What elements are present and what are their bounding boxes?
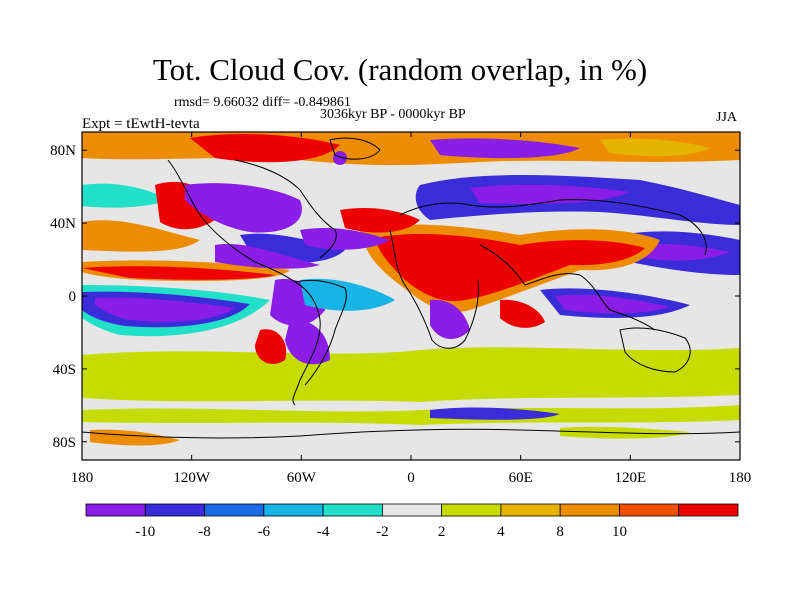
field-patch bbox=[430, 138, 580, 159]
colorbar-swatch bbox=[619, 503, 680, 517]
field-patch bbox=[82, 183, 170, 208]
period-line: 3036kyr BP - 0000kyr BP bbox=[320, 107, 466, 122]
colorbar-label: -6 bbox=[258, 524, 271, 540]
plot-title: Tot. Cloud Cov. (random overlap, in %) bbox=[152, 52, 648, 87]
colorbar-swatch bbox=[441, 503, 502, 517]
colorbar-swatch bbox=[204, 503, 265, 517]
colorbar-swatch bbox=[263, 503, 324, 517]
colorbar-label: 8 bbox=[556, 524, 564, 540]
field-patch bbox=[500, 299, 545, 328]
lat-tick-label: 80S bbox=[53, 435, 76, 451]
colorbar-swatch bbox=[381, 503, 443, 517]
field-patch bbox=[190, 134, 340, 163]
south-asia-coast bbox=[479, 244, 656, 331]
field-patch bbox=[640, 243, 730, 261]
field-patch bbox=[600, 138, 710, 157]
colorbar: -10 -8 -6 -4 -2 2 4 8 10 bbox=[85, 503, 739, 540]
field-patch bbox=[215, 244, 320, 269]
cloud-cover-field bbox=[82, 132, 740, 460]
lon-tick-label: 120W bbox=[173, 470, 211, 486]
colorbar-swatch bbox=[144, 503, 205, 517]
colorbar-label: 4 bbox=[497, 524, 505, 540]
africa-coast bbox=[389, 229, 479, 349]
field-patch bbox=[340, 208, 420, 233]
coastlines bbox=[82, 137, 740, 439]
americas-west-coast bbox=[167, 159, 321, 406]
eurasia-north-coast bbox=[399, 199, 707, 256]
field-patch bbox=[255, 329, 287, 365]
north-america-east-coast bbox=[234, 159, 337, 259]
field-patch bbox=[470, 184, 630, 204]
experiment-label: Expt = tEwtH-tevta bbox=[82, 116, 200, 132]
field-patch bbox=[82, 405, 740, 425]
longitude-axis: 180 120W 60W 0 60E 120E 180 bbox=[71, 132, 752, 486]
field-patch bbox=[375, 234, 645, 302]
field-patch bbox=[185, 183, 302, 233]
field-patch bbox=[333, 151, 347, 165]
field-patch bbox=[82, 220, 200, 252]
colorbar-swatch bbox=[500, 503, 561, 517]
field-patch bbox=[430, 407, 560, 420]
lon-tick-label: 0 bbox=[407, 470, 415, 486]
greenland-coast bbox=[329, 137, 381, 160]
field-patch bbox=[300, 278, 395, 311]
field-patch bbox=[95, 297, 235, 322]
lat-tick-label: 0 bbox=[69, 289, 77, 305]
season-label: JJA bbox=[716, 110, 738, 125]
lon-tick-label: 60E bbox=[509, 470, 533, 486]
field-patch bbox=[300, 228, 390, 250]
field-patch bbox=[82, 347, 740, 402]
colorbar-swatch bbox=[559, 503, 620, 517]
lat-tick-label: 80N bbox=[50, 143, 76, 159]
colorbar-label: -2 bbox=[376, 524, 389, 540]
field-patch bbox=[90, 429, 180, 446]
colorbar-label: -4 bbox=[317, 524, 330, 540]
lat-tick-label: 40N bbox=[50, 216, 76, 232]
stats-line: rmsd= 9.66032 diff= -0.849861 bbox=[174, 95, 351, 110]
field-patch bbox=[285, 319, 330, 365]
colorbar-label: 10 bbox=[612, 524, 627, 540]
antarctica-coast bbox=[82, 428, 740, 439]
field-patch bbox=[555, 294, 670, 314]
lon-tick-label: 180 bbox=[729, 470, 752, 486]
lon-tick-label: 120E bbox=[614, 470, 646, 486]
colorbar-swatch bbox=[322, 503, 383, 517]
colorbar-swatch bbox=[85, 503, 146, 517]
field-patch bbox=[430, 299, 470, 340]
colorbar-label: -8 bbox=[198, 524, 211, 540]
lon-tick-label: 180 bbox=[71, 470, 94, 486]
lat-tick-label: 40S bbox=[53, 362, 76, 378]
lon-tick-label: 60W bbox=[287, 470, 317, 486]
field-patch bbox=[82, 266, 275, 280]
south-america-east-coast bbox=[294, 279, 347, 386]
colorbar-swatch bbox=[678, 503, 739, 517]
colorbar-label: -10 bbox=[135, 524, 155, 540]
latitude-axis: 80N 40N 0 40S 80S bbox=[50, 143, 740, 451]
colorbar-label: 2 bbox=[438, 524, 446, 540]
australia-coast bbox=[619, 327, 691, 373]
